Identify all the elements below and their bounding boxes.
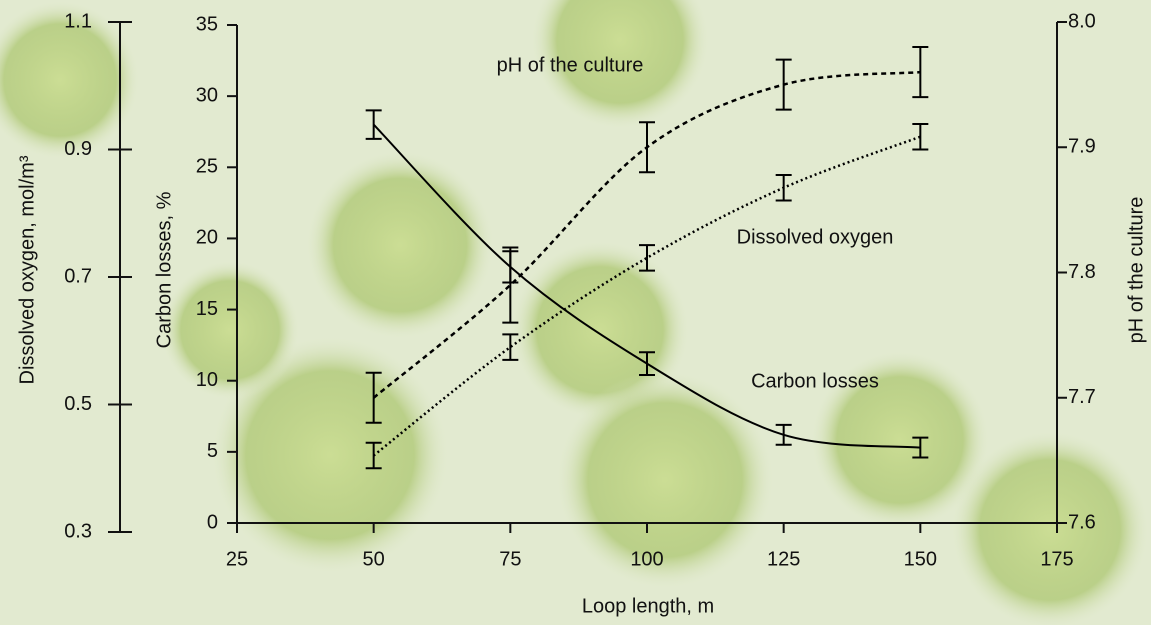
x-tick-label: 125 (767, 548, 800, 570)
y-tick-label: 20 (196, 227, 218, 249)
x-tick-label: 100 (630, 548, 663, 570)
series-label: Dissolved oxygen (737, 226, 894, 248)
error-bar (365, 109, 382, 140)
error-bar (502, 246, 519, 324)
x-tick-label: 150 (904, 548, 937, 570)
y-tick-label: 25 (196, 156, 218, 178)
y-tick-label: 15 (196, 298, 218, 320)
y2-tick-label: 7.9 (1068, 136, 1096, 158)
series-label: pH of the culture (497, 54, 644, 76)
y-tick-label: 0 (207, 511, 218, 533)
y-tick-label: 30 (196, 84, 218, 106)
series-label: Carbon losses (751, 370, 879, 392)
error-bar (639, 244, 655, 272)
x-axis-title: Loop length, m (582, 595, 714, 617)
y2-tick-label: 7.7 (1068, 386, 1096, 408)
series-line (372, 70, 921, 399)
y3-tick-label: 0.3 (64, 520, 92, 542)
error-bar (912, 123, 929, 151)
error-bar (639, 121, 655, 174)
y3-tick-label: 0.5 (64, 393, 92, 415)
y2-axis-title: pH of the culture (1125, 197, 1147, 344)
x-tick-label: 50 (363, 548, 385, 570)
y2-tick-label: 8.0 (1068, 10, 1096, 32)
error-bar (775, 174, 792, 202)
error-bar (912, 46, 929, 99)
error-bar (502, 333, 519, 361)
y3-tick-label: 0.7 (64, 265, 92, 287)
y2-tick-label: 7.8 (1068, 261, 1096, 283)
y-tick-label: 10 (196, 369, 218, 391)
error-bar (775, 58, 792, 111)
error-bar (912, 436, 929, 459)
y3-axis-title: Dissolved oxygen, mol/m³ (16, 155, 38, 384)
y3-tick-label: 0.9 (64, 138, 92, 160)
error-bar (639, 351, 655, 377)
x-tick-label: 25 (226, 548, 248, 570)
x-tick-label: 75 (499, 548, 521, 570)
y3-tick-label: 1.1 (64, 10, 92, 32)
series-line (372, 123, 921, 449)
error-bar (775, 423, 792, 446)
error-bar (365, 441, 382, 470)
y-tick-label: 35 (196, 13, 218, 35)
y-axis-title: Carbon losses, % (153, 191, 175, 348)
x-tick-label: 175 (1040, 548, 1073, 570)
error-bar (365, 371, 382, 424)
y2-tick-label: 7.6 (1068, 511, 1096, 533)
y-tick-label: 5 (207, 440, 218, 462)
